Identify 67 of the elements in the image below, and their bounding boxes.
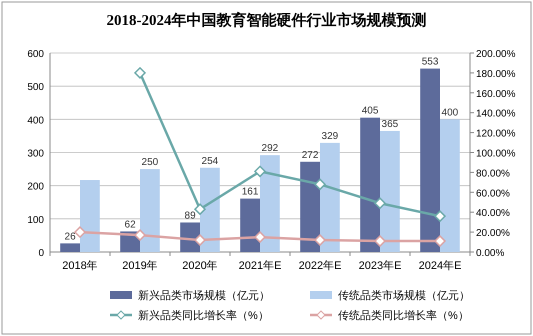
x-tick-label: 2020年 — [182, 260, 218, 272]
point — [194, 234, 206, 246]
bar — [360, 118, 380, 252]
data-label: 365 — [382, 118, 399, 130]
data-label: 254 — [202, 156, 219, 167]
legend-label: 新兴品类市场规模（亿元） — [138, 289, 270, 302]
y2-tick-label: 140.00% — [476, 108, 516, 120]
y-tick-label: 500 — [27, 82, 44, 94]
data-label: 292 — [262, 143, 279, 154]
data-label: 553 — [422, 56, 439, 68]
data-label: 161 — [242, 186, 259, 198]
legend-label: 新兴品类同比增长率（%） — [138, 309, 269, 322]
data-label: 272 — [302, 150, 319, 161]
data-label: 405 — [362, 106, 379, 117]
point — [374, 235, 386, 247]
y-tick-label: 200 — [27, 182, 44, 193]
point — [254, 166, 266, 178]
y2-tick-label: 180.00% — [476, 68, 516, 80]
legend-label: 传统品类同比增长率（%） — [338, 309, 469, 322]
y2-tick-label: 40.00% — [476, 208, 510, 220]
point — [194, 203, 206, 215]
bar — [300, 162, 320, 252]
point — [434, 235, 446, 247]
bar — [440, 119, 460, 252]
bar — [320, 142, 340, 252]
y2-tick-label: 20.00% — [476, 228, 510, 240]
y-tick-label: 0 — [38, 248, 44, 259]
point — [254, 231, 266, 243]
y-tick-label: 300 — [27, 148, 44, 160]
bar — [80, 180, 100, 252]
point — [314, 234, 326, 246]
bar — [60, 243, 80, 252]
y2-tick-label: 200.00% — [476, 49, 516, 60]
point — [314, 178, 326, 190]
data-label: 26 — [64, 231, 76, 242]
y2-tick-label: 60.00% — [476, 188, 510, 200]
bar — [240, 198, 260, 252]
bar — [260, 155, 280, 252]
y2-tick-label: 120.00% — [476, 128, 516, 140]
point — [374, 197, 386, 209]
y2-tick-label: 0.00% — [476, 248, 504, 259]
bar — [380, 130, 400, 252]
y-tick-label: 600 — [27, 49, 44, 60]
bar — [420, 68, 440, 252]
point — [434, 210, 446, 222]
x-tick-label: 2023年E — [358, 260, 402, 272]
y2-tick-label: 160.00% — [476, 88, 516, 100]
x-tick-label: 2019年 — [122, 260, 158, 272]
data-label: 400 — [442, 107, 459, 118]
legend-label: 传统品类市场规模（亿元） — [338, 289, 470, 302]
y2-tick-label: 80.00% — [476, 168, 510, 180]
y2-tick-label: 100.00% — [476, 148, 516, 160]
data-label: 329 — [322, 130, 339, 142]
y-tick-label: 100 — [27, 214, 44, 226]
data-label: 62 — [124, 219, 136, 230]
point — [134, 229, 146, 241]
x-tick-label: 2018年 — [62, 260, 98, 272]
x-tick-label: 2024年E — [418, 260, 462, 272]
y-tick-label: 400 — [27, 115, 44, 126]
point — [134, 67, 146, 79]
data-label: 89 — [184, 210, 196, 222]
x-tick-label: 2021年E — [238, 260, 282, 272]
bar — [140, 169, 160, 252]
chart-title: 2018-2024年中国教育智能硬件行业市场规模预测 — [106, 11, 426, 29]
x-tick-label: 2022年E — [298, 260, 342, 272]
data-label: 250 — [142, 157, 159, 168]
point — [74, 226, 86, 238]
